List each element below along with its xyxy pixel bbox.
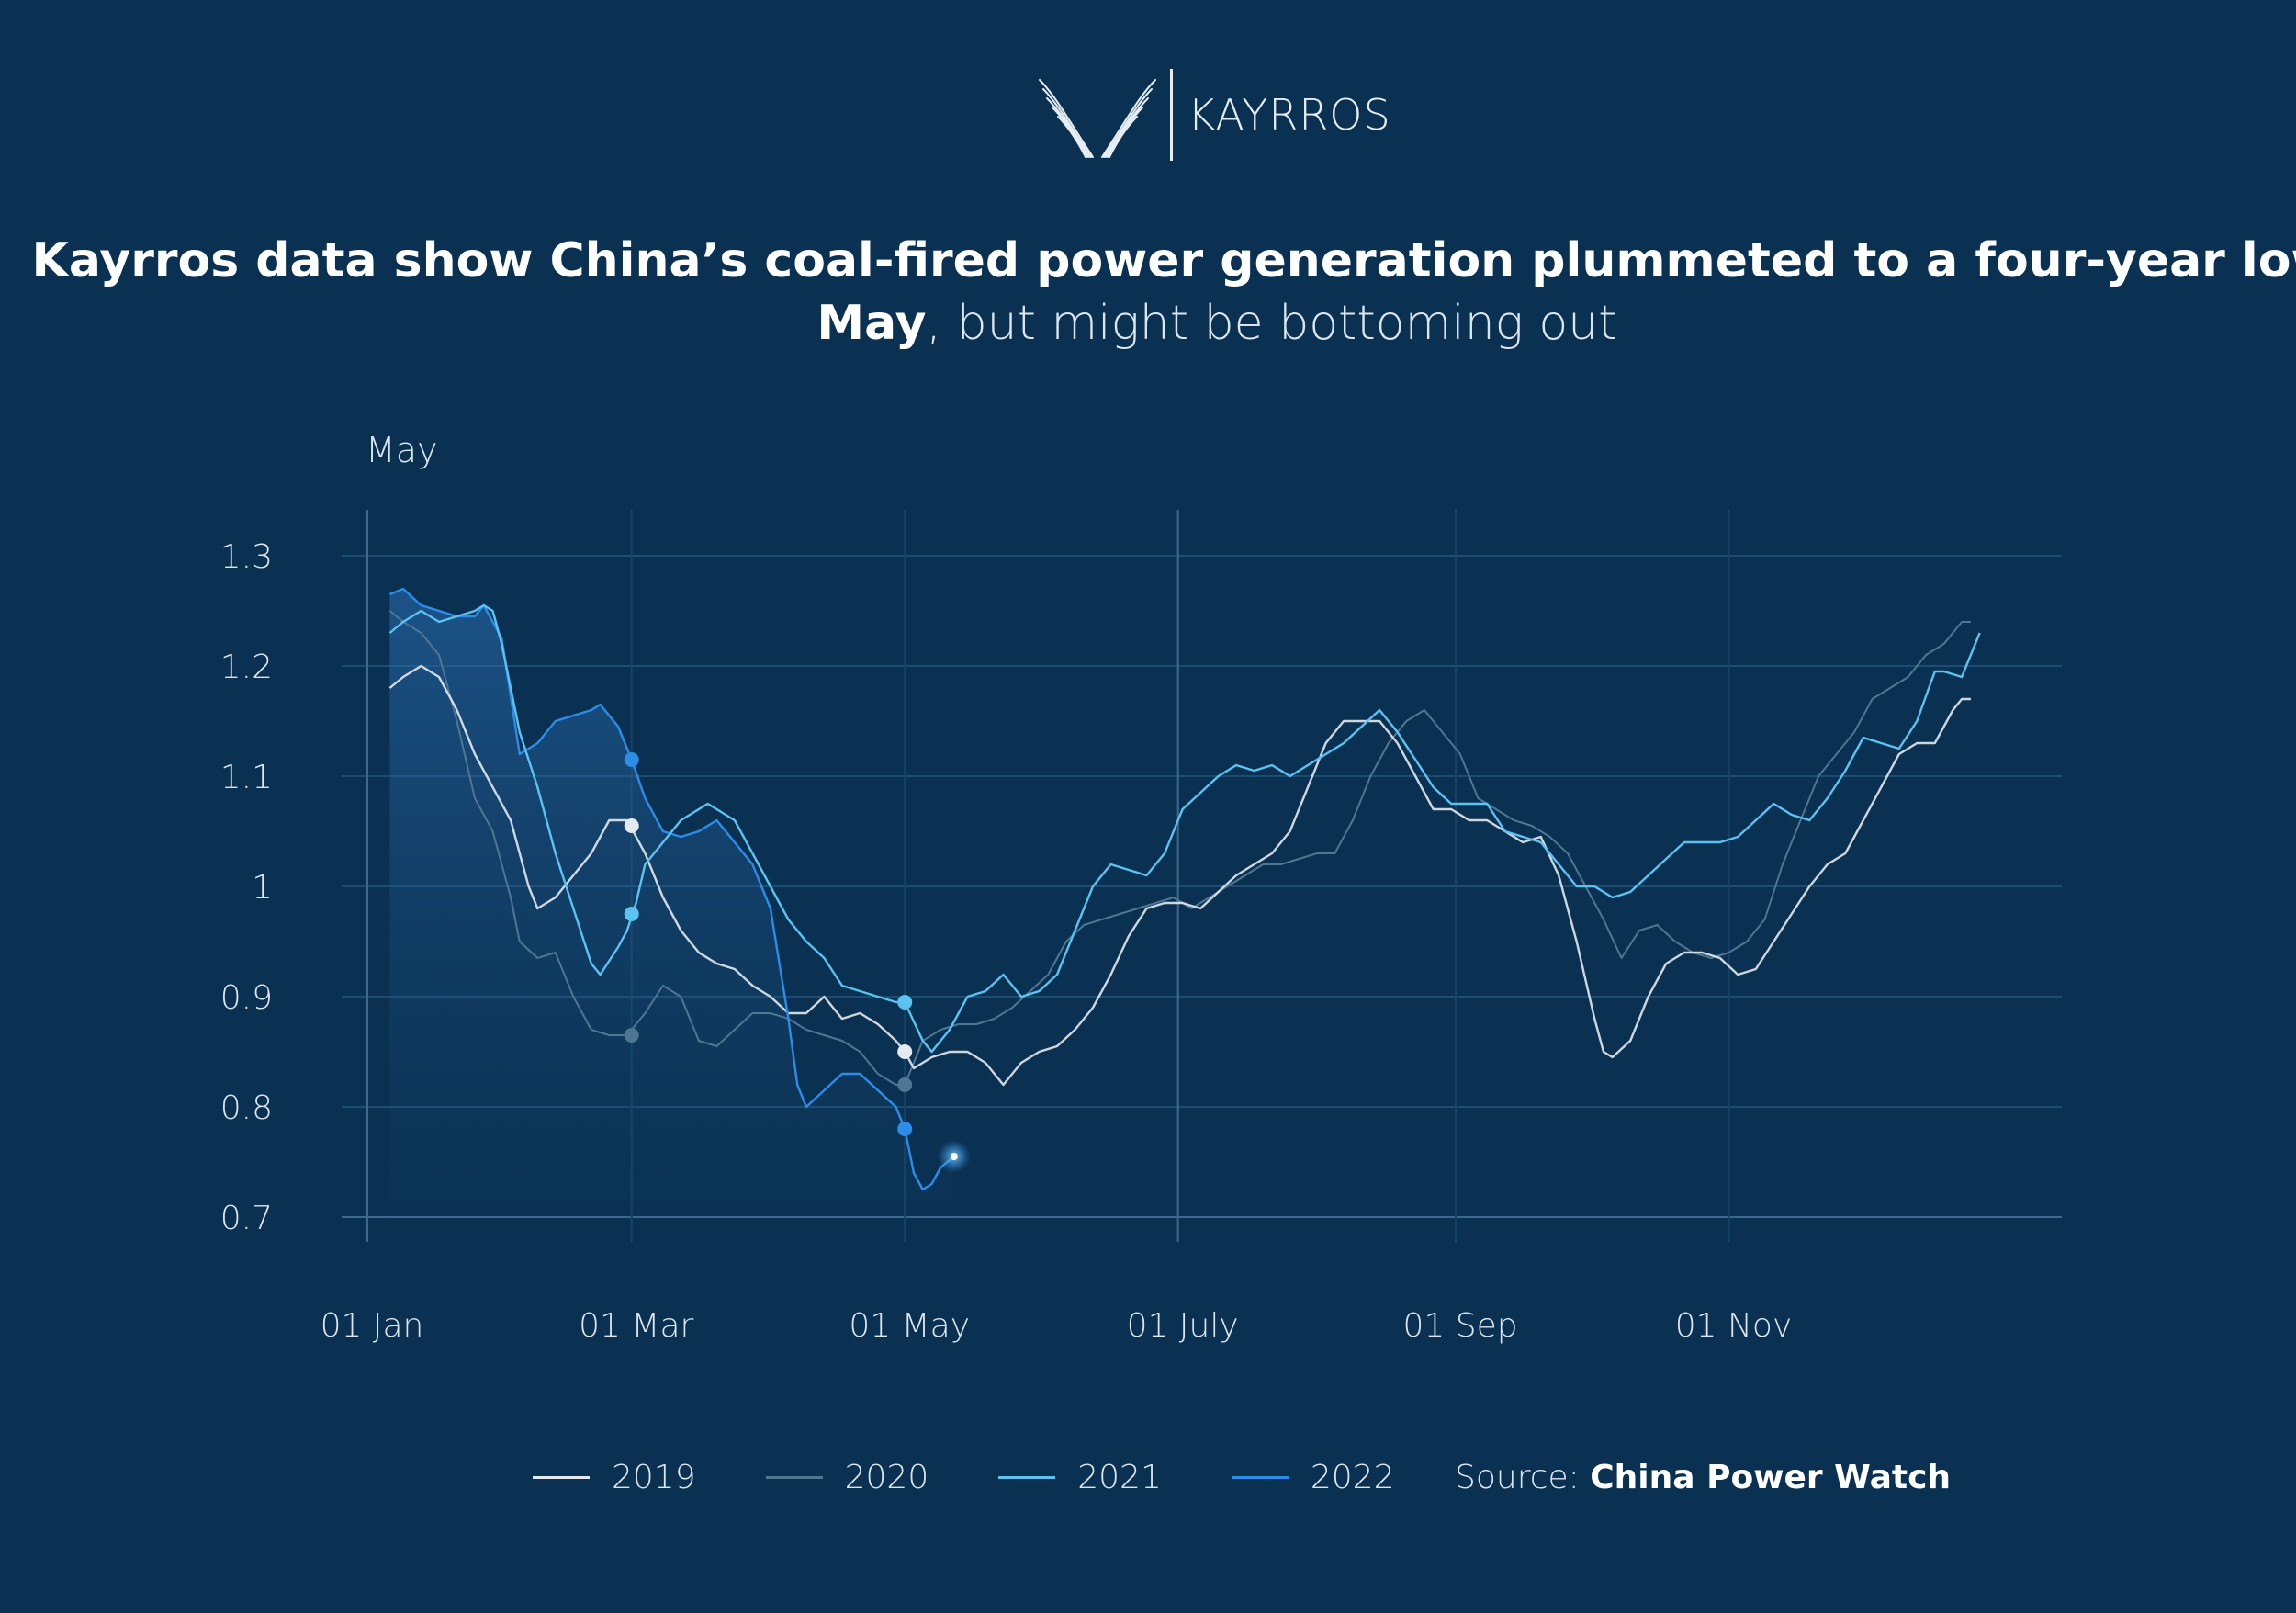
may-annotation: May [366,430,438,470]
chart-title: Kayrros data show China’s coal-fired pow… [0,230,2296,355]
legend-label-2022: 2022 [1310,1459,1395,1496]
marker-mar-2022 [624,752,639,767]
logo-divider [1170,69,1173,161]
marker-may-2022 [897,1122,913,1136]
legend-swatch-2019 [533,1476,590,1479]
line-2019 [388,664,1971,1087]
y-tick-label: 1.2 [220,649,273,686]
marker-mar-2019 [624,818,639,833]
marker-may-2020 [897,1077,913,1092]
source-note: Source: China Power Watch [1455,1459,1951,1496]
brand-name: KAYRROS [1187,90,1391,140]
y-tick-label: 0.7 [220,1200,273,1237]
y-tick-label: 1.3 [220,538,273,576]
line-2020 [388,610,1971,1086]
legend-swatch-2020 [765,1476,823,1479]
legend: 2019 2020 2021 2022 [533,1459,1465,1496]
legend-label-2020: 2020 [844,1459,929,1496]
legend-swatch-2021 [998,1476,1056,1479]
area-2022 [389,589,954,1217]
marker-mar-2020 [624,1028,639,1043]
markers [624,752,971,1173]
x-axis-ticks: 01 Jan 01 Mar 01 May 01 July 01 Sep 01 Nov [321,1307,1793,1345]
line-2022 [388,587,955,1191]
x-tick-label: 01 Nov [1675,1307,1793,1345]
legend-label-2019: 2019 [612,1459,696,1496]
line-2021 [388,603,1981,1054]
title-light: , but might be bottoming out [926,296,1617,351]
y-tick-label: 0.9 [220,979,273,1017]
legend-item-2021: 2021 [998,1459,1162,1496]
y-tick-label: 1.1 [220,759,273,796]
area-layer [389,589,954,1217]
series-lines [388,587,1981,1191]
marker-may-2019 [897,1044,913,1059]
x-tick-label: 01 Sep [1402,1307,1517,1345]
brand-logo: KAYRROS [1038,64,1391,165]
legend-swatch-2022 [1231,1476,1289,1479]
latest-point [950,1153,958,1160]
legend-item-2022: 2022 [1231,1459,1395,1496]
y-tick-label: 0.8 [220,1089,273,1127]
marker-mar-2021 [624,907,639,921]
x-tick-label: 01 Mar [579,1307,693,1345]
legend-item-2020: 2020 [765,1459,929,1496]
kayrros-wing-icon [1039,79,1156,158]
legend-item-2019: 2019 [533,1459,696,1496]
marker-may-2021 [897,995,913,1010]
source-name: China Power Watch [1590,1459,1952,1496]
legend-label-2021: 2021 [1077,1459,1162,1496]
source-prefix: Source: [1455,1459,1580,1496]
x-tick-label: 01 Jan [321,1307,424,1345]
y-tick-label: 1 [252,869,273,907]
y-axis-ticks: 1.3 1.2 1.1 1 0.9 0.8 0.7 [220,538,273,1237]
x-tick-label: 01 May [849,1307,970,1345]
title-bold: Kayrros data show China’s coal-fired pow… [31,233,2296,351]
x-tick-label: 01 July [1127,1307,1239,1345]
